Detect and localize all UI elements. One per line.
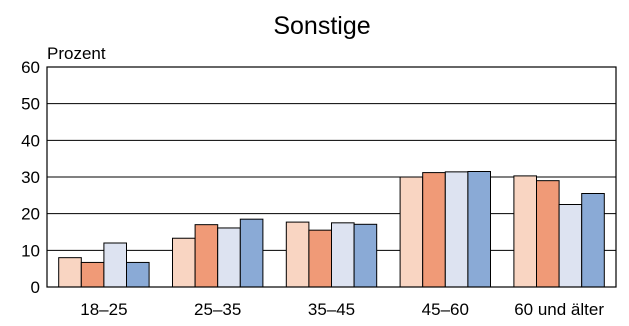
bar [239,218,264,288]
bar [467,171,491,288]
x-tick-label: 25–35 [194,300,241,319]
y-tick-label: 10 [21,241,40,260]
bar [308,229,332,288]
bar [103,242,128,288]
chart-title: Sonstige [273,12,370,40]
bar [399,176,424,288]
y-axis-ticks: 0 10 20 30 40 50 60 [21,58,40,297]
bar [172,237,196,288]
bar [80,261,105,288]
bar [444,171,469,288]
bar [581,193,605,288]
bar [194,224,219,288]
y-axis-label: Prozent [47,44,106,63]
y-tick-label: 20 [21,205,40,224]
bar [217,227,241,288]
y-tick-label: 0 [31,278,40,297]
y-tick-label: 30 [21,168,40,187]
bar [353,223,378,288]
plot-frame [46,66,617,288]
bars [58,171,605,288]
bar [58,257,82,288]
x-tick-label: 45–60 [422,300,469,319]
bar [513,175,538,288]
bar [285,221,310,288]
bar [536,180,560,288]
bar [126,261,150,288]
x-tick-label: 18–25 [80,300,127,319]
x-tick-label: 60 und älter [514,300,604,319]
y-tick-label: 40 [21,131,40,150]
x-axis-ticks: 18–25 25–35 35–45 45–60 60 und älter [80,300,604,319]
x-tick-label: 35–45 [308,300,355,319]
y-tick-label: 60 [21,58,40,77]
bar [422,172,446,288]
bar [331,222,355,288]
bar [558,204,583,288]
y-tick-label: 50 [21,95,40,114]
